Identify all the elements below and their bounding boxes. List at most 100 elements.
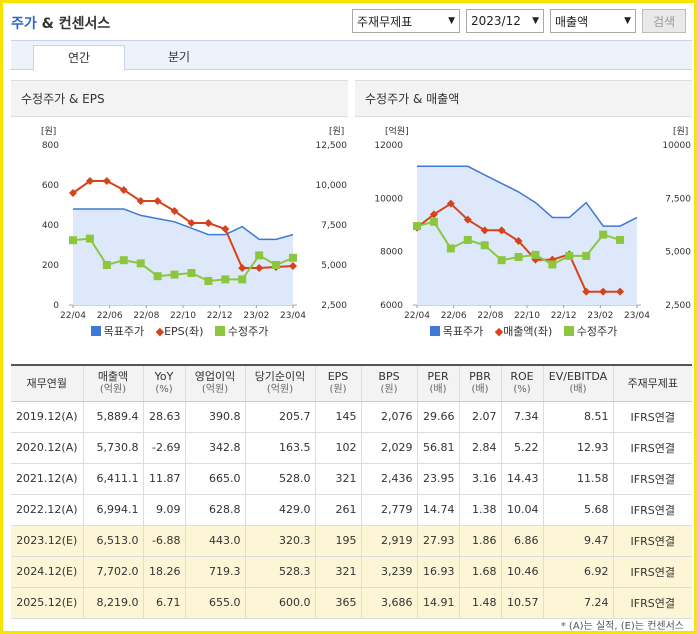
- legend-item-eps: ◆EPS(좌): [156, 325, 204, 338]
- column-header-label: PER: [427, 370, 449, 384]
- table-cell: 18.26: [142, 556, 185, 588]
- y-right-tick-label: 10,000: [316, 181, 348, 191]
- column-header-label: EV/EBITDA: [548, 370, 608, 384]
- table-cell: IFRS연결: [612, 494, 692, 526]
- x-tick-label: 22/10: [514, 311, 540, 321]
- x-tick-label: 23/02: [243, 311, 269, 321]
- adjusted-price-point: [565, 251, 574, 260]
- adjusted-price-point: [85, 234, 94, 243]
- x-tick-label: 22/06: [97, 311, 123, 321]
- table-cell: 443.0: [184, 525, 245, 557]
- table-row: 2019.12(A) 5,889.4 28.63 390.8 205.7 145 2,076…: [11, 401, 692, 433]
- column-header: BPS (원): [360, 364, 417, 402]
- table-cell: 2,029: [360, 432, 417, 464]
- column-header-label: BPS: [378, 370, 400, 384]
- legend-square-icon: [214, 326, 225, 336]
- y-right-unit: [원]: [673, 126, 688, 137]
- table-cell: 2.84: [458, 432, 501, 464]
- column-header-unit: (억원): [201, 384, 229, 396]
- y-right-tick-label: 2,500: [665, 301, 691, 311]
- table-cell: 321: [314, 463, 361, 495]
- primary-series-point: [616, 287, 625, 296]
- primary-series-point: [102, 177, 111, 185]
- table-cell: 16.93: [416, 556, 459, 588]
- table-cell: 205.7: [244, 401, 315, 433]
- column-header-label: YoY: [154, 370, 174, 384]
- table-cell: 2020.12(A): [11, 432, 83, 464]
- table-cell: IFRS연결: [612, 463, 692, 495]
- column-header-label: 주재무제표: [627, 376, 679, 390]
- table-row: 2025.12(E) 8,219.0 6.71 655.0 600.0 365 3,686 1…: [11, 587, 692, 619]
- table-cell: 320.3: [244, 525, 315, 557]
- filter-controls: 주재무제표 ▼ 2023/12 ▼ 매출액 ▼ 검색: [352, 9, 686, 33]
- column-header: 당기순이익 (억원): [244, 364, 315, 402]
- legend-square-icon: [90, 326, 101, 336]
- y-left-unit: [억원]: [385, 125, 409, 137]
- report-type-select[interactable]: 주재무제표 ▼: [352, 9, 460, 33]
- column-header: 재무연월: [11, 364, 83, 402]
- x-tick-label: 22/04: [60, 311, 86, 321]
- tab-annual[interactable]: 연간: [33, 45, 125, 71]
- column-header-unit: (배): [429, 384, 447, 396]
- primary-series-point: [170, 207, 179, 215]
- primary-series-point: [69, 189, 77, 197]
- column-header-label: PBR: [469, 370, 491, 384]
- adjusted-price-point: [204, 277, 213, 285]
- metric-select[interactable]: 매출액 ▼: [550, 9, 636, 33]
- x-tick-label: 22/08: [133, 311, 159, 321]
- chart-legend-sales: 목표주가 ◆매출액(좌) 수정주가: [355, 323, 692, 339]
- x-tick-label: 22/10: [170, 311, 196, 321]
- column-header: 매출액 (억원): [82, 364, 143, 402]
- table-cell: 56.81: [416, 432, 459, 464]
- column-header-label: 당기순이익: [254, 370, 306, 384]
- y-left-tick-label: 0: [53, 301, 59, 311]
- x-tick-label: 23/04: [624, 311, 650, 321]
- y-left-tick-label: 8000: [380, 248, 403, 258]
- primary-series-point: [136, 197, 145, 205]
- tab-quarterly[interactable]: 분기: [167, 50, 191, 64]
- table-cell: 14.43: [500, 463, 543, 495]
- adjusted-price-point: [548, 260, 557, 269]
- column-header: 주재무제표: [612, 364, 692, 402]
- search-button[interactable]: 검색: [642, 9, 686, 33]
- y-left-tick-label: 400: [42, 221, 59, 231]
- table-cell: 719.3: [184, 556, 245, 588]
- column-header: ROE (%): [500, 364, 543, 402]
- legend-item-target: 목표주가: [90, 325, 144, 338]
- column-header: PBR (배): [458, 364, 501, 402]
- footnote: * (A)는 실적, (E)는 컨센서스: [560, 621, 684, 632]
- table-cell: 102: [314, 432, 361, 464]
- table-cell: 7.24: [542, 587, 613, 619]
- adjusted-price-point: [599, 230, 608, 239]
- primary-series-point: [429, 210, 438, 219]
- adjusted-price-point: [582, 251, 591, 260]
- table-cell: 342.8: [184, 432, 245, 464]
- table-cell: 2021.12(A): [11, 463, 83, 495]
- table-cell: 2,919: [360, 525, 417, 557]
- financial-table: 재무연월 매출액 (억원) YoY (%) 영업이익 (억원) 당기순이익 (억원) EPS (원)…: [11, 364, 692, 619]
- adjusted-price-point: [255, 251, 264, 260]
- table-cell: 5,730.8: [82, 432, 143, 464]
- table-cell: IFRS연결: [612, 525, 692, 557]
- table-cell: 14.74: [416, 494, 459, 526]
- legend-diamond-icon: ◆: [494, 325, 504, 338]
- adjusted-price-point: [187, 269, 196, 277]
- table-cell: 3.16: [458, 463, 501, 495]
- y-right-tick-label: 12,500: [316, 141, 348, 151]
- adjusted-price-point: [119, 256, 128, 265]
- table-cell: 365: [314, 587, 361, 619]
- column-header-label: 영업이익: [194, 370, 236, 384]
- title-secondary: & 컨센서스: [36, 16, 111, 32]
- adjusted-price-point: [463, 235, 472, 244]
- table-cell: 2.07: [458, 401, 501, 433]
- chevron-down-icon: ▼: [448, 16, 455, 26]
- table-cell: 261: [314, 494, 361, 526]
- table-row: 2021.12(A) 6,411.1 11.87 665.0 528.0 321 2,436…: [11, 463, 692, 495]
- legend-item-price: 수정주가: [214, 325, 268, 338]
- table-cell: 5,889.4: [82, 401, 143, 433]
- period-select[interactable]: 2023/12 ▼: [466, 9, 544, 33]
- table-cell: 2024.12(E): [11, 556, 83, 588]
- table-cell: 14.91: [416, 587, 459, 619]
- chart-eps: [원] [원] 800 600 400 200 0 12,500 10,000 7,500 5,00…: [41, 126, 348, 321]
